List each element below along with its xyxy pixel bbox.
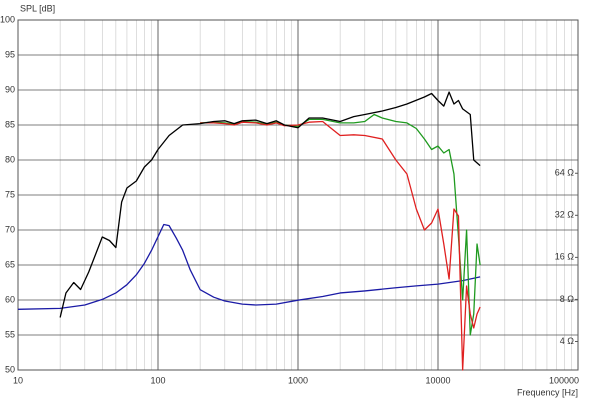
y2-tick-label: 32 Ω — [555, 210, 575, 220]
y-tick-label: 70 — [5, 224, 15, 234]
y-tick-label: 65 — [5, 259, 15, 269]
series-line — [200, 120, 481, 371]
x-tick-label: 100000 — [549, 375, 579, 385]
y-tick-label: 85 — [5, 119, 15, 129]
y-tick-label: 50 — [5, 364, 15, 374]
series-line — [59, 91, 481, 318]
x-tick-label: 10 — [13, 375, 23, 385]
y-tick-label: 80 — [5, 154, 15, 164]
plot-frame — [17, 19, 579, 371]
y-axis-label: SPL [dB] — [20, 3, 55, 13]
y-tick-label: 100 — [0, 14, 15, 24]
x-tick-label: 1000 — [288, 375, 308, 385]
y-tick-label: 55 — [5, 329, 15, 339]
y-tick-label: 60 — [5, 294, 15, 304]
x-axis-label: Frequency [Hz] — [517, 387, 578, 397]
y-tick-label: 90 — [5, 84, 15, 94]
y-tick-label: 95 — [5, 49, 15, 59]
y2-tick-label: 4 Ω — [560, 336, 575, 346]
y2-tick-label: 64 Ω — [555, 168, 575, 178]
x-tick-label: 100 — [150, 375, 165, 385]
series-line — [17, 223, 481, 310]
series-line — [200, 113, 481, 336]
y2-tick-label: 16 Ω — [555, 252, 575, 262]
y-tick-label: 75 — [5, 189, 15, 199]
y2-tick-label: 8 Ω — [560, 294, 575, 304]
x-tick-label: 10000 — [425, 375, 450, 385]
